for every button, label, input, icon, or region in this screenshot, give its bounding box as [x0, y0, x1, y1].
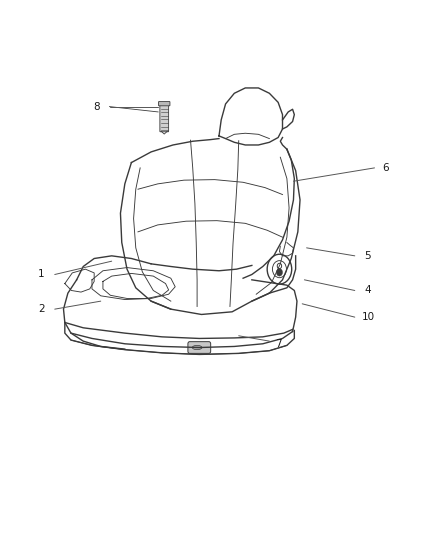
Text: 5: 5: [364, 251, 371, 261]
FancyBboxPatch shape: [159, 101, 170, 106]
Text: 4: 4: [364, 286, 371, 295]
Ellipse shape: [192, 345, 202, 350]
Text: 6: 6: [382, 163, 389, 173]
Text: 10: 10: [361, 312, 374, 322]
Text: 2: 2: [38, 304, 45, 314]
Circle shape: [276, 269, 283, 276]
Text: 8: 8: [93, 102, 100, 111]
Text: 7: 7: [275, 339, 282, 349]
FancyBboxPatch shape: [160, 104, 169, 132]
Text: 1: 1: [38, 270, 45, 279]
FancyBboxPatch shape: [188, 342, 211, 353]
